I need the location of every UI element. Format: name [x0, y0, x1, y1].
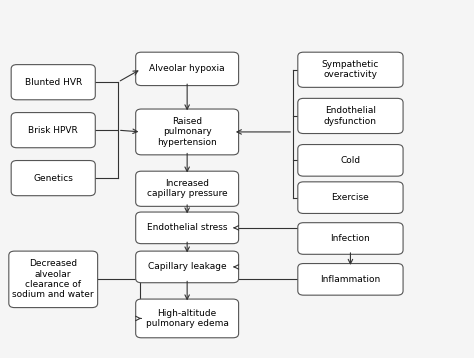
Text: Decreased
alveolar
clearance of
sodium and water: Decreased alveolar clearance of sodium a…	[12, 259, 94, 299]
FancyBboxPatch shape	[136, 299, 238, 338]
Text: Genetics: Genetics	[33, 174, 73, 183]
FancyBboxPatch shape	[136, 109, 238, 155]
Text: Raised
pulmonary
hypertension: Raised pulmonary hypertension	[157, 117, 217, 147]
FancyBboxPatch shape	[136, 212, 238, 244]
FancyBboxPatch shape	[136, 171, 238, 206]
Text: Cold: Cold	[340, 156, 361, 165]
FancyBboxPatch shape	[298, 145, 403, 176]
FancyBboxPatch shape	[298, 223, 403, 254]
FancyBboxPatch shape	[298, 52, 403, 87]
FancyBboxPatch shape	[298, 98, 403, 134]
FancyBboxPatch shape	[136, 251, 238, 283]
Text: Inflammation: Inflammation	[320, 275, 381, 284]
Text: Brisk HPVR: Brisk HPVR	[28, 126, 78, 135]
FancyBboxPatch shape	[11, 112, 95, 148]
Text: Endothelial stress: Endothelial stress	[147, 223, 228, 232]
FancyBboxPatch shape	[298, 263, 403, 295]
Text: Infection: Infection	[330, 234, 370, 243]
FancyBboxPatch shape	[136, 52, 238, 86]
FancyBboxPatch shape	[9, 251, 98, 308]
Text: Capillary leakage: Capillary leakage	[148, 262, 227, 271]
Text: Blunted HVR: Blunted HVR	[25, 78, 82, 87]
Text: Exercise: Exercise	[331, 193, 369, 202]
Text: Sympathetic
overactivity: Sympathetic overactivity	[322, 60, 379, 79]
FancyBboxPatch shape	[11, 64, 95, 100]
Text: High-altitude
pulmonary edema: High-altitude pulmonary edema	[146, 309, 228, 328]
Text: Alveolar hypoxia: Alveolar hypoxia	[149, 64, 225, 73]
FancyBboxPatch shape	[11, 160, 95, 196]
Text: Endothelial
dysfunction: Endothelial dysfunction	[324, 106, 377, 126]
Text: Increased
capillary pressure: Increased capillary pressure	[147, 179, 228, 198]
FancyBboxPatch shape	[298, 182, 403, 213]
